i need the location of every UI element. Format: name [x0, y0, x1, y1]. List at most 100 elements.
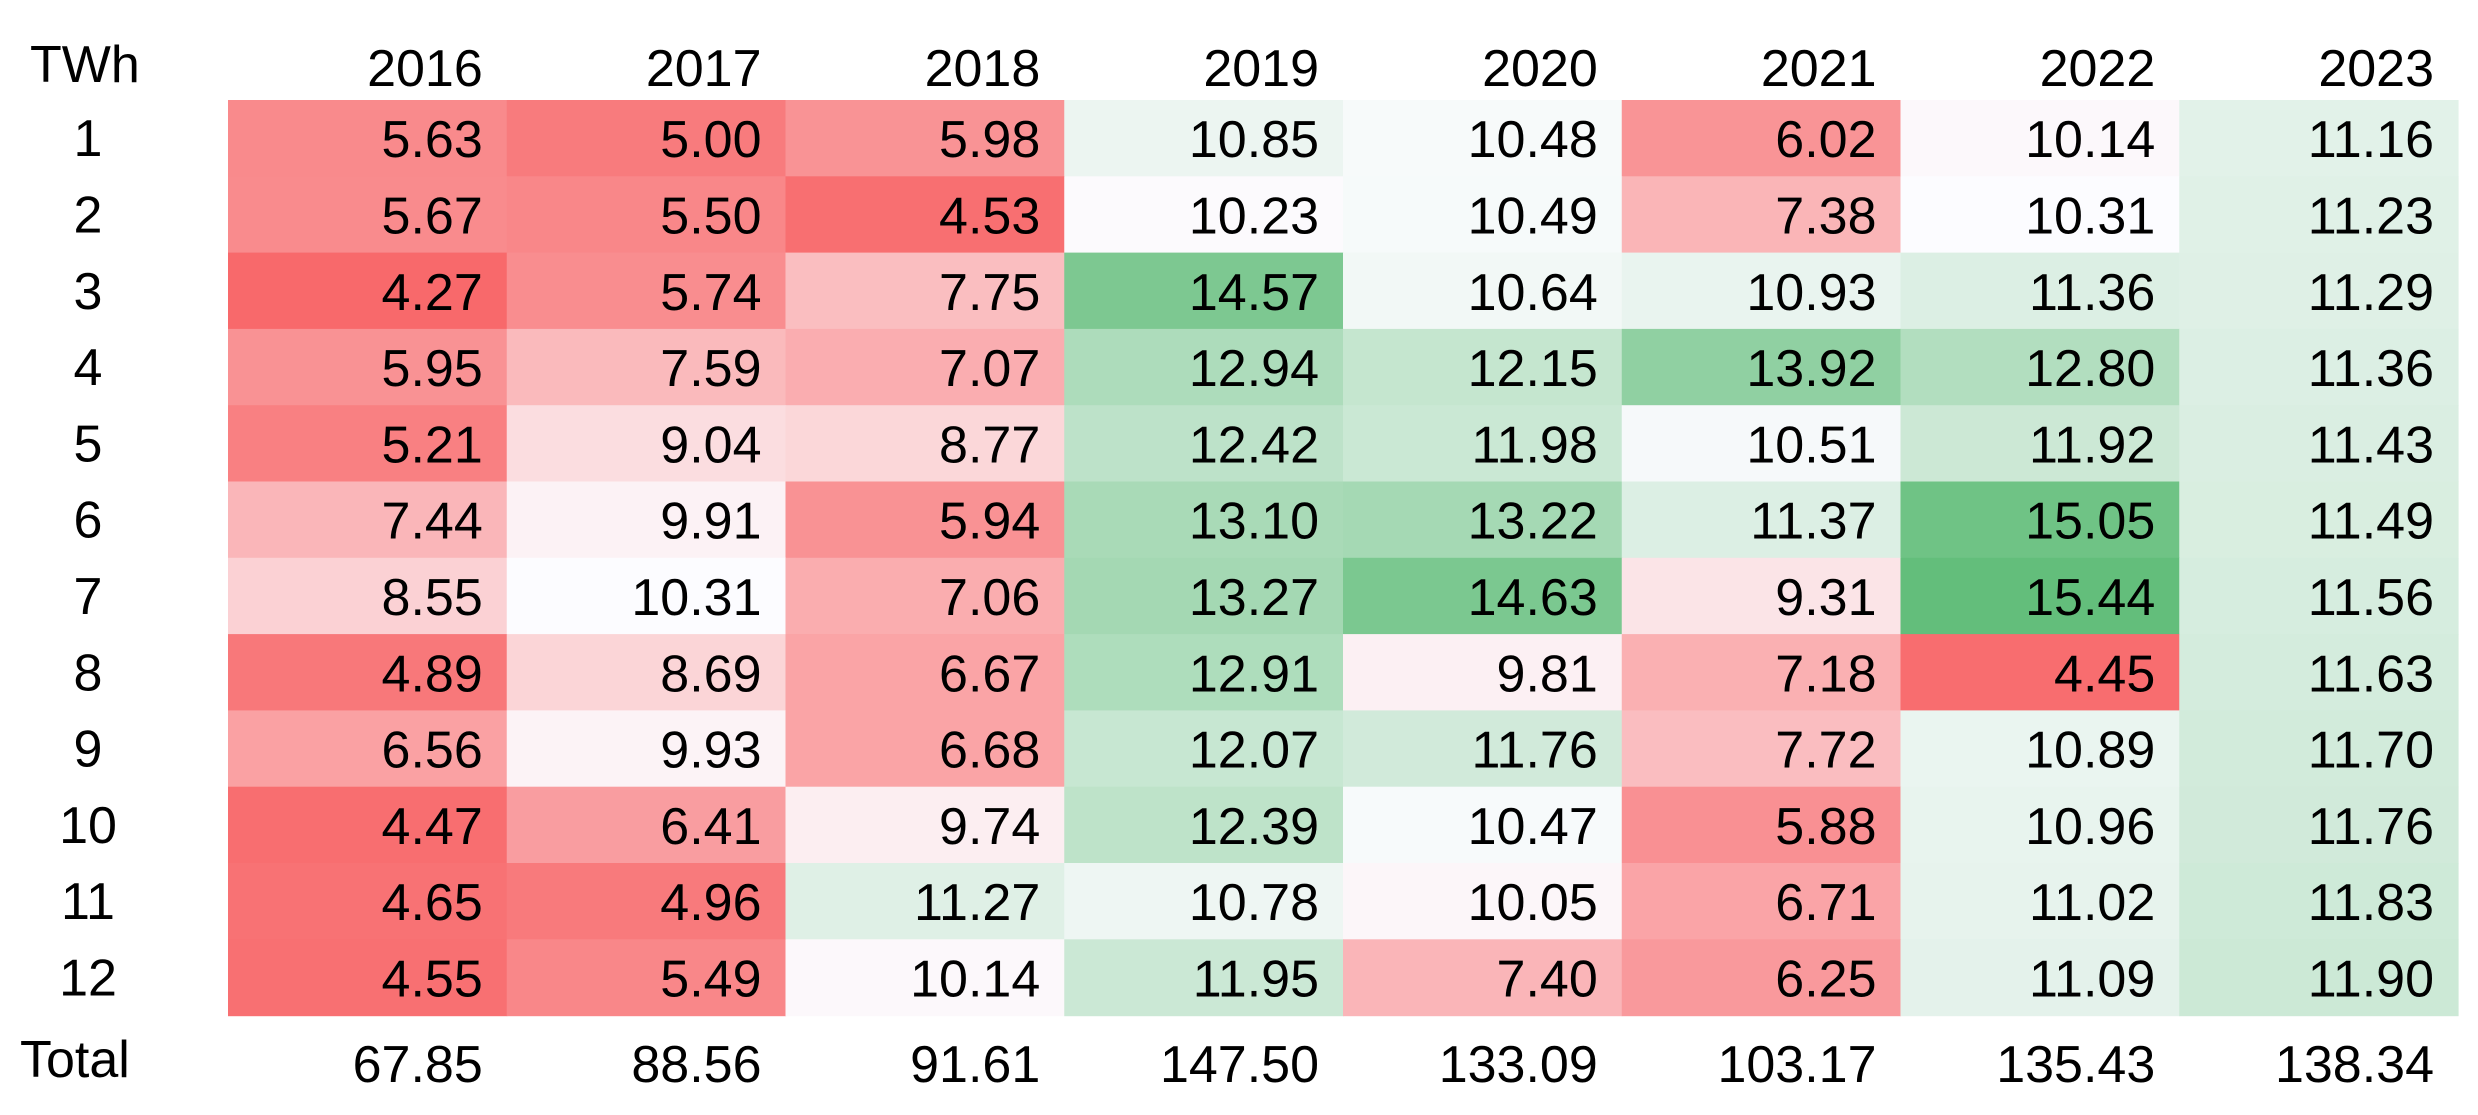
row-header: 1: [74, 110, 103, 168]
heatmap-cell: [1621, 405, 1902, 483]
total-value: 147.50: [1160, 1036, 1319, 1094]
heatmap-cell: [785, 786, 1065, 864]
cell-value-label: 10.64: [1468, 264, 1598, 322]
heatmap-cell: [1900, 634, 2180, 711]
cell-value-label: 5.98: [939, 111, 1040, 169]
heatmap-cell: [1343, 252, 1623, 330]
row-header: 12: [59, 949, 117, 1007]
cell-value-label: 13.92: [1746, 340, 1876, 398]
total-value: 135.43: [1996, 1036, 2155, 1094]
cell-value-label: 10.96: [2025, 798, 2155, 856]
cell-value-label: 12.91: [1189, 645, 1319, 703]
cell-value-label: 12.07: [1189, 722, 1319, 780]
cell-value-label: 10.78: [1189, 874, 1319, 932]
heatmap-cell: [1621, 100, 1902, 177]
heatmap-cell: [1064, 710, 1344, 788]
heatmap-cell: [1343, 634, 1623, 711]
cell-value-label: 15.05: [2025, 493, 2155, 551]
cell-value-label: 7.75: [939, 264, 1040, 322]
heatmap-cell: [1064, 405, 1344, 483]
heatmap-cell: [1064, 863, 1344, 940]
cell-value-label: 7.06: [939, 569, 1040, 627]
heatmap-cell: [785, 634, 1065, 711]
cell-value-label: 11.36: [2308, 340, 2434, 398]
cell-value-label: 10.48: [1468, 111, 1598, 169]
cell-value-label: 8.55: [382, 569, 483, 627]
row-header: 7: [74, 568, 103, 626]
cell-value-label: 10.49: [1468, 187, 1598, 245]
cell-value-label: 6.67: [939, 645, 1040, 703]
heatmap-cell: [228, 405, 508, 483]
heatmap-cell: [1343, 863, 1623, 940]
heatmap-cell: [228, 252, 508, 330]
heatmap-cell: [1064, 786, 1344, 864]
cell-value-label: 11.56: [2308, 569, 2434, 627]
heatmap-cell: [506, 176, 787, 254]
row-header: 8: [74, 644, 103, 702]
column-header: 2023: [2318, 40, 2434, 98]
row-header: 10: [59, 797, 117, 855]
heatmap-cell: [506, 100, 787, 177]
heatmap-cell: [1900, 405, 2180, 483]
heatmap-cell: [785, 100, 1065, 177]
cell-value-label: 6.02: [1775, 111, 1876, 169]
cell-value-label: 9.91: [660, 493, 761, 551]
column-headers: 2016 2017 2018 2019 2020 2021 2022 2023: [367, 40, 2434, 98]
cell-value-label: 5.95: [382, 340, 483, 398]
cell-value-label: 12.94: [1189, 340, 1319, 398]
cell-value-label: 10.89: [2025, 722, 2155, 780]
heatmap-cell: [1064, 557, 1344, 635]
heatmap-cell: [2179, 100, 2459, 177]
heatmap-cell: [1621, 786, 1902, 864]
cell-value-label: 5.74: [660, 264, 761, 322]
heatmap-cell: [506, 863, 787, 940]
cell-value-label: 4.55: [382, 950, 483, 1008]
cell-value-label: 6.25: [1775, 950, 1876, 1008]
column-header: 2022: [2040, 40, 2156, 98]
heatmap-cell: [506, 481, 787, 559]
heatmap-cell: [1343, 557, 1623, 635]
row-header: 3: [74, 263, 103, 321]
heatmap-cell: [1064, 176, 1344, 254]
heatmap-cell: [785, 481, 1065, 559]
cell-value-label: 7.59: [660, 340, 761, 398]
heatmap-cells: [228, 100, 2459, 1017]
cell-value-label: 10.14: [2025, 111, 2155, 169]
heatmap-cell: [1900, 710, 2180, 788]
heatmap-cell: [1900, 176, 2180, 254]
heatmap-cell: [785, 710, 1065, 788]
heatmap-cell: [1064, 939, 1344, 1017]
cell-value-label: 12.15: [1468, 340, 1598, 398]
heatmap-cell: [506, 557, 787, 635]
heatmap-cell: [785, 328, 1065, 406]
cell-value-label: 5.00: [660, 111, 761, 169]
cell-value-label: 10.23: [1189, 187, 1319, 245]
heatmap-cell: [1343, 481, 1623, 559]
cell-value-label: 4.53: [939, 187, 1040, 245]
total-label: Total: [20, 1031, 130, 1089]
cell-value-label: 10.31: [2025, 187, 2155, 245]
heatmap-cell: [2179, 405, 2459, 483]
heatmap-cell: [785, 405, 1065, 483]
heatmap-cell: [785, 176, 1065, 254]
total-value: 88.56: [631, 1036, 761, 1094]
heatmap-cell: [1900, 786, 2180, 864]
column-header: 2018: [925, 40, 1041, 98]
cell-value-label: 7.72: [1775, 722, 1876, 780]
row-header: 11: [61, 873, 115, 931]
cell-value-label: 9.74: [939, 798, 1040, 856]
heatmap-cell: [1621, 557, 1902, 635]
cell-value-label: 6.41: [660, 798, 761, 856]
heatmap-cell: [1064, 481, 1344, 559]
cell-value-label: 7.40: [1497, 950, 1598, 1008]
cell-value-label: 5.94: [939, 493, 1040, 551]
cell-value-label: 12.39: [1189, 798, 1319, 856]
heatmap-cell: [506, 328, 787, 406]
row-header: 5: [74, 415, 103, 473]
cell-value-label: 11.09: [2029, 950, 2155, 1008]
cell-value-label: 11.37: [1750, 493, 1876, 551]
heatmap-cell: [1343, 786, 1623, 864]
cell-value-label: 11.49: [2308, 493, 2434, 551]
